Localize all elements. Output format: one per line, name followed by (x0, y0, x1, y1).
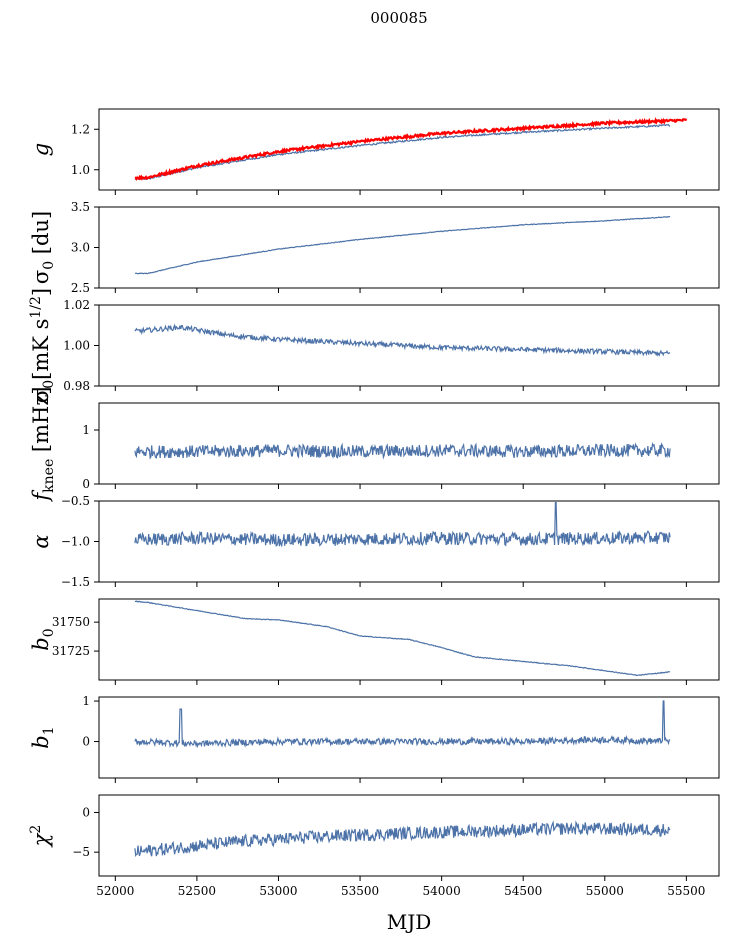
y-tick-label-g-0: 1.0 (71, 163, 90, 177)
series-line-g-0 (134, 123, 671, 181)
series-line-sigma0_mk-0 (134, 323, 671, 357)
panel-b1: 01 (82, 694, 720, 783)
series-line-alpha-0 (134, 502, 671, 548)
y-axis-label-sigma0_du: σ0 [du] (29, 211, 57, 284)
figure-title: 000085 (370, 9, 427, 27)
y-axis-label-g: g (29, 143, 53, 156)
y-tick-label-chi2-0: −5 (72, 845, 90, 859)
y-tick-label-sigma0_du-1: 3.0 (71, 241, 90, 255)
series-line-chi2-0 (134, 820, 671, 858)
y-tick-label-g-1: 1.2 (71, 122, 90, 136)
panel-sigma0_du: 2.5 3.0 3.5 (71, 200, 720, 295)
y-tick-label-sigma0_mk-1: 1.00 (63, 339, 90, 353)
series-line-b1-0 (134, 700, 671, 749)
panel-fknee: 01 (82, 402, 720, 491)
y-axis-label-b0: b0 (29, 628, 57, 650)
series-line-g-1 (134, 116, 688, 181)
y-tick-label-b1-1: 1 (82, 694, 90, 708)
x-tick-label-6: 55000 (586, 884, 624, 898)
axes-frame-fknee (98, 402, 720, 485)
x-tick-label-4: 54000 (423, 884, 461, 898)
y-tick-label-b0-1: 31750 (52, 615, 90, 629)
x-tick-label-0: 52000 (96, 884, 134, 898)
y-tick-label-sigma0_du-2: 3.5 (71, 200, 90, 214)
x-tick-label-3: 53500 (341, 884, 379, 898)
y-tick-label-alpha-0: −1.5 (61, 575, 90, 589)
panel-sigma0_mk: 0.98 1.00 1.02 (63, 298, 720, 393)
y-tick-label-sigma0_mk-2: 1.02 (63, 298, 90, 312)
y-axis-label-sigma0_mk: σ0[mK s1/2] (28, 288, 57, 403)
y-axis-label-b1: b1 (29, 726, 57, 748)
x-tick-label-7: 55500 (667, 884, 705, 898)
series-line-fknee-0 (134, 441, 671, 460)
y-tick-label-alpha-2: −0.5 (61, 494, 90, 508)
y-axis-label-chi2: χ2 (28, 825, 53, 849)
series-line-b0-0 (134, 600, 671, 677)
y-tick-label-sigma0_mk-0: 0.98 (63, 379, 90, 393)
y-tick-label-b1-0: 0 (82, 735, 90, 749)
y-tick-label-sigma0_du-0: 2.5 (71, 281, 90, 295)
axes-frame-b0 (98, 598, 720, 681)
y-tick-label-fknee-1: 1 (82, 423, 90, 437)
panel-g: 1.0 1.2 (71, 108, 720, 195)
y-tick-label-alpha-1: −1.0 (61, 535, 90, 549)
panel-chi2: −5 0 52000 52500 53000 53500 54000 54500 55000 55… (72, 794, 720, 898)
y-tick-label-chi2-1: 0 (82, 805, 90, 819)
x-axis-label: MJD (387, 910, 432, 934)
axes-frame-g (98, 108, 720, 191)
series-line-sigma0_du-0 (134, 215, 671, 275)
panels: 1.0 1.2 g 2.5 3.0 3.5 σ0 [du] 0.98 1.00 1.02 σ0[mK… (28, 108, 720, 898)
y-tick-label-fknee-0: 0 (82, 477, 90, 491)
axes-frame-chi2 (98, 794, 720, 877)
y-tick-label-b0-0: 31725 (52, 644, 90, 658)
x-tick-label-5: 54500 (504, 884, 542, 898)
axes-frame-sigma0_mk (98, 304, 720, 387)
panel-b0: 31725 31750 (52, 598, 720, 685)
y-axis-label-fknee: fknee [mHz] (29, 386, 57, 502)
x-tick-label-1: 52500 (178, 884, 216, 898)
y-axis-label-alpha: α (29, 534, 53, 548)
panel-alpha: −1.5 −1.0 −0.5 (61, 494, 720, 589)
axes-frame-b1 (98, 696, 720, 779)
x-tick-label-2: 53000 (259, 884, 297, 898)
